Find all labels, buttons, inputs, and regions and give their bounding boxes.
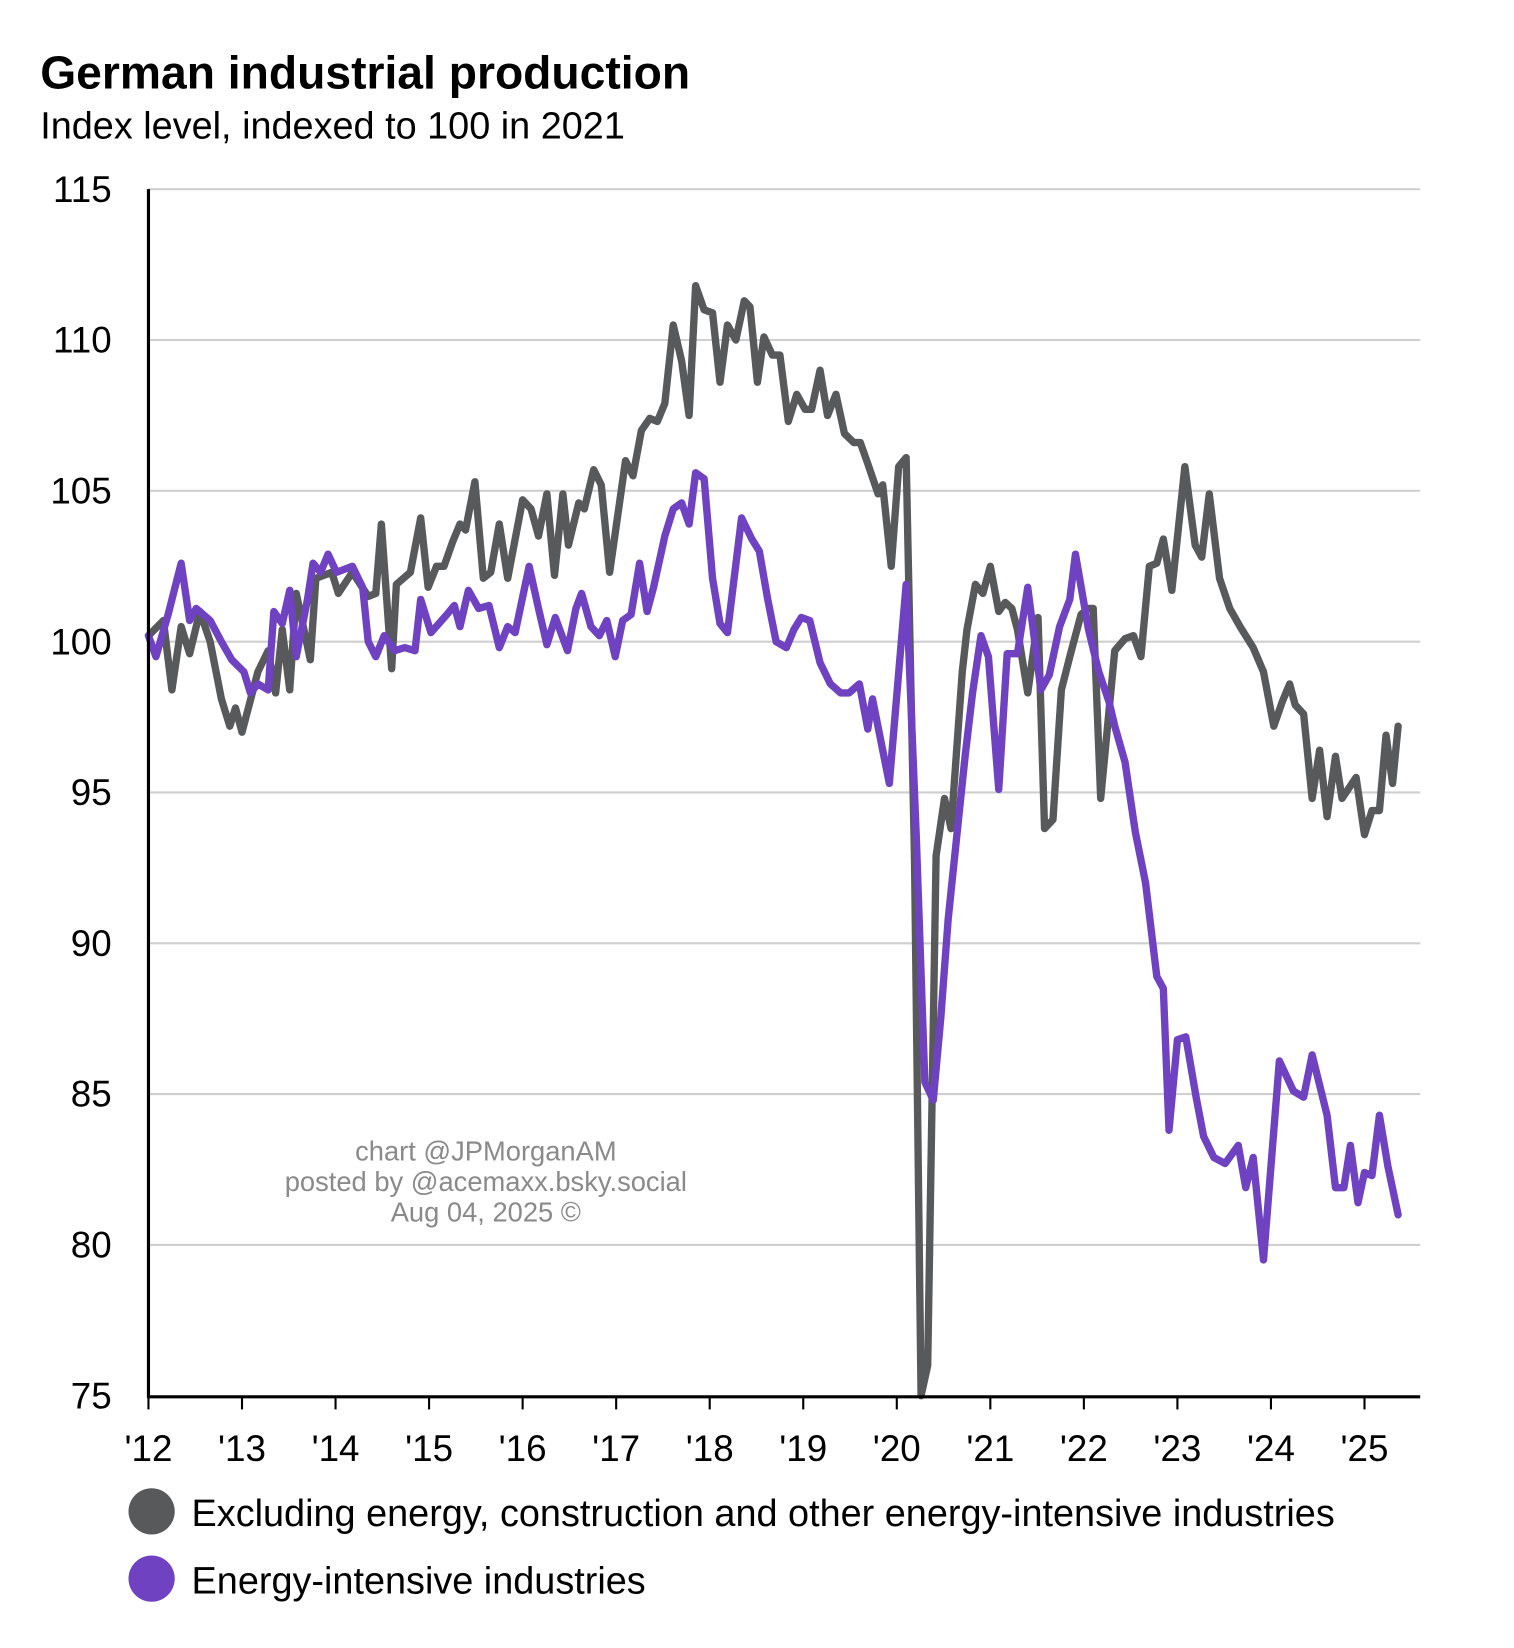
legend-marker-purple xyxy=(128,1555,175,1602)
x-tick-label: '19 xyxy=(779,1428,827,1469)
y-tick-label: 85 xyxy=(71,1074,112,1115)
watermark-line-3: Aug 04, 2025 © xyxy=(391,1196,581,1227)
watermark-line-2: posted by @acemaxx.bsky.social xyxy=(285,1166,687,1197)
y-tick-label: 110 xyxy=(53,320,112,361)
x-tick-label: '17 xyxy=(592,1428,640,1469)
series-lines xyxy=(144,281,1402,1400)
y-tick-label: 100 xyxy=(50,621,111,662)
series-line-energy-intensive xyxy=(144,469,1402,1264)
y-tick-label: 90 xyxy=(71,923,112,964)
x-tick-label: '24 xyxy=(1247,1428,1295,1469)
x-tick-label: '13 xyxy=(218,1428,266,1469)
x-tick-label: '14 xyxy=(312,1428,360,1469)
y-tick-label: 95 xyxy=(71,772,112,813)
chart-title: German industrial production xyxy=(40,46,690,98)
x-tick-label: '21 xyxy=(966,1428,1014,1469)
x-axis-ticks: '12 '13 '14 '15 '16 '17 '18 '19 '20 '21 '22 '23 '24 '… xyxy=(124,1396,1389,1469)
y-tick-label: 80 xyxy=(71,1225,112,1266)
x-tick-label: '20 xyxy=(873,1428,921,1469)
watermark: chart @JPMorganAM posted by @acemaxx.bsk… xyxy=(285,1135,687,1227)
y-tick-label: 115 xyxy=(53,169,112,210)
watermark-line-1: chart @JPMorganAM xyxy=(355,1135,616,1166)
x-tick-label: '15 xyxy=(405,1428,453,1469)
x-tick-label: '23 xyxy=(1153,1428,1201,1469)
legend-label-excluding-energy: Excluding energy, construction and other… xyxy=(192,1493,1335,1535)
x-tick-label: '12 xyxy=(124,1428,172,1469)
legend-marker-grey xyxy=(128,1488,175,1535)
y-tick-label: 75 xyxy=(71,1375,112,1416)
x-tick-label: '16 xyxy=(499,1428,547,1469)
legend-label-energy-intensive: Energy-intensive industries xyxy=(192,1560,646,1602)
legend: Excluding energy, construction and other… xyxy=(128,1488,1335,1602)
gridlines xyxy=(148,188,1421,1246)
x-tick-label: '25 xyxy=(1341,1428,1389,1469)
x-tick-label: '22 xyxy=(1060,1428,1108,1469)
y-axis-ticks: 75 80 85 90 95 100 105 110 115 xyxy=(50,169,111,1417)
series-line-excluding-energy xyxy=(144,281,1402,1400)
chart-subtitle: Index level, indexed to 100 in 2021 xyxy=(40,106,625,148)
y-tick-label: 105 xyxy=(50,470,111,511)
x-tick-label: '18 xyxy=(686,1428,734,1469)
